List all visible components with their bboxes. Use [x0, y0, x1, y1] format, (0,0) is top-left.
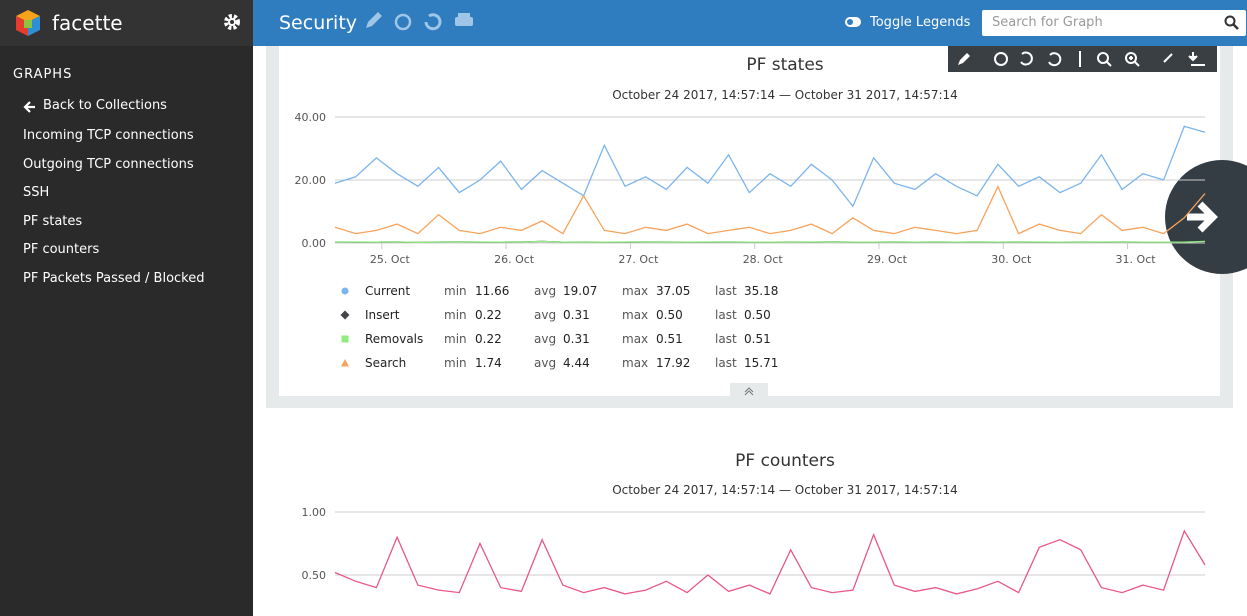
- edit-icon[interactable]: [366, 12, 382, 28]
- legend-stat-value: 0.50: [656, 308, 683, 322]
- section-heading: GRAPHS: [13, 67, 73, 82]
- x-tick-label: 31. Oct: [1116, 253, 1157, 266]
- legend-stat-label: last: [715, 284, 737, 298]
- legend-stat-label: avg: [534, 308, 556, 322]
- legend-stat-label: avg: [534, 356, 556, 370]
- back-icon: [23, 101, 35, 113]
- legend-stat-label: min: [444, 284, 467, 298]
- legend-stat-label: min: [444, 356, 467, 370]
- back-link[interactable]: Back to Collections: [43, 98, 167, 113]
- x-tick-label: 27. Oct: [618, 253, 659, 266]
- nav-link[interactable]: Outgoing TCP connections: [23, 156, 194, 172]
- settings-icon[interactable]: [223, 13, 243, 33]
- legend-marker: [341, 287, 349, 295]
- graph-title: PF states: [746, 55, 823, 75]
- legend-stat-value: 0.50: [744, 308, 771, 322]
- legend-stat-label: avg: [534, 332, 556, 346]
- refresh-icon[interactable]: [424, 13, 442, 31]
- legend-name: Insert: [365, 308, 400, 322]
- legend-stat-label: min: [444, 332, 467, 346]
- legend-stat-value: 11.66: [475, 284, 509, 298]
- legend-stat-value: 0.31: [563, 332, 590, 346]
- y-tick-label: 0.50: [302, 569, 327, 582]
- time-icon[interactable]: [394, 13, 412, 31]
- legend-stat-value: 15.71: [744, 356, 778, 370]
- legend-stat-label: avg: [534, 284, 556, 298]
- y-tick-label: 40.00: [295, 111, 327, 124]
- legend-stat-label: max: [622, 356, 648, 370]
- legend-stat-value: 37.05: [656, 284, 690, 298]
- brand: facette: [52, 11, 123, 35]
- graph-title: PF counters: [735, 451, 835, 471]
- series-line: [334, 125, 1206, 208]
- legend-stat-value: 1.74: [475, 356, 502, 370]
- legend-stat-label: max: [622, 332, 648, 346]
- legend-marker: [340, 310, 350, 320]
- topbar: Security Toggle Legends Search for Graph: [253, 0, 1247, 46]
- legend-stat-value: 0.51: [656, 332, 683, 346]
- legend-stat-value: 0.22: [475, 308, 502, 322]
- collapse-button[interactable]: [730, 383, 768, 396]
- x-tick-label: 28. Oct: [743, 253, 784, 266]
- nav-link[interactable]: SSH: [23, 185, 50, 201]
- x-tick-label: 29. Oct: [867, 253, 908, 266]
- legend-stat-label: last: [715, 308, 737, 322]
- legend-name: Removals: [365, 332, 423, 346]
- graph-subtitle: October 24 2017, 14:57:14 — October 31 2…: [612, 88, 958, 102]
- search-input[interactable]: Search for Graph: [982, 10, 1246, 36]
- page-title: Security: [279, 12, 358, 34]
- legend-stat-value: 0.51: [744, 332, 771, 346]
- series-line: [334, 240, 1206, 243]
- nav-link[interactable]: PF states: [23, 213, 83, 229]
- legend-stat-label: max: [622, 284, 648, 298]
- legend-stat-value: 0.31: [563, 308, 590, 322]
- legend-name: Search: [365, 356, 406, 370]
- sidebar: facette GRAPHS Back to Collections Incom…: [0, 0, 253, 616]
- graph-toolbar: [948, 46, 1217, 72]
- graph-subtitle: October 24 2017, 14:57:14 — October 31 2…: [612, 483, 958, 497]
- legend-marker: [341, 335, 349, 343]
- series-line: [334, 185, 1206, 235]
- search-icon: [1224, 15, 1239, 30]
- toggle-switch[interactable]: [843, 0, 863, 46]
- logo: [16, 10, 40, 36]
- nav-link[interactable]: PF Packets Passed / Blocked: [23, 271, 205, 286]
- x-tick-label: 30. Oct: [991, 253, 1032, 266]
- y-tick-label: 0.00: [302, 237, 327, 250]
- legend-stat-value: 35.18: [744, 284, 778, 298]
- legend-name: Current: [365, 284, 410, 298]
- graph-panel-inner: [279, 46, 1220, 396]
- series-line: [334, 529, 1206, 595]
- y-tick-label: 1.00: [302, 506, 327, 519]
- next-arrow[interactable]: [1165, 160, 1247, 274]
- nav-link[interactable]: PF counters: [23, 242, 100, 258]
- nav-link[interactable]: Incoming TCP connections: [23, 128, 194, 143]
- x-tick-label: 25. Oct: [370, 253, 411, 266]
- legend-stat-value: 19.07: [563, 284, 597, 298]
- brand-bar: facette: [0, 0, 253, 46]
- toggle-legends[interactable]: Toggle Legends: [870, 15, 971, 30]
- legend-stat-value: 17.92: [656, 356, 690, 370]
- legend-stat-value: 4.44: [563, 356, 590, 370]
- legend-stat-label: min: [444, 308, 467, 322]
- legend-marker: [341, 359, 349, 367]
- x-tick-label: 26. Oct: [494, 253, 535, 266]
- y-tick-label: 20.00: [295, 174, 327, 187]
- print-icon[interactable]: [455, 17, 473, 26]
- legend-stat-label: last: [715, 356, 737, 370]
- title-icons: [366, 12, 473, 31]
- legend-stat-value: 0.22: [475, 332, 502, 346]
- legend-stat-label: max: [622, 308, 648, 322]
- legend-stat-label: last: [715, 332, 737, 346]
